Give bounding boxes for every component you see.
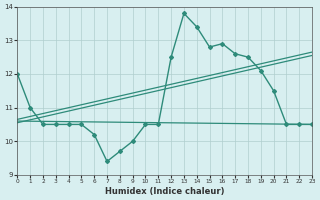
X-axis label: Humidex (Indice chaleur): Humidex (Indice chaleur) bbox=[105, 187, 224, 196]
